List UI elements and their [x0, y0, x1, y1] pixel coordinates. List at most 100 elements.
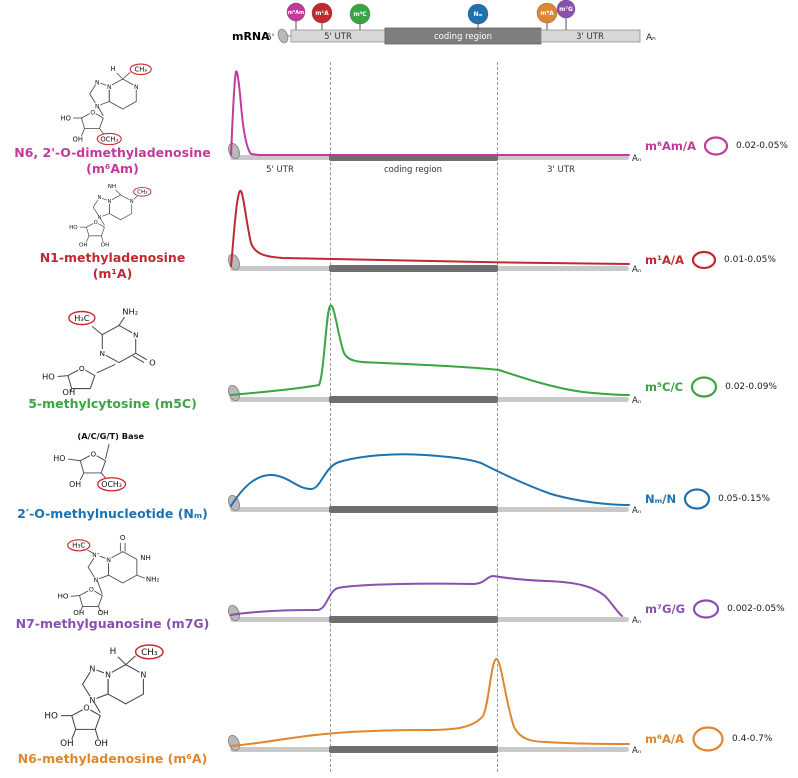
ratio-value: 0.4-0.7%: [732, 734, 773, 744]
svg-text:NH₂: NH₂: [122, 306, 138, 316]
svg-text:N: N: [100, 349, 106, 358]
svg-text:O: O: [79, 364, 85, 373]
svg-text:H: H: [109, 647, 116, 657]
abundance-panel-m7g: m⁷G/G 0.002-0.05%: [645, 595, 798, 623]
distribution-curve-m1a: [230, 189, 630, 267]
axis-utr3-label: 3' UTR: [547, 165, 575, 175]
row-m5c: NH₂ H₃C N N O O HO OH 5-methylcytosine (…: [0, 285, 798, 415]
poly-a-label: Aₙ: [632, 154, 641, 164]
svg-text:H₃C: H₃C: [72, 540, 85, 549]
row-m7g: O H₃C N⁺ N N NH NH₂ O HO OH OH N7-m: [0, 525, 798, 635]
svg-text:OCH₃: OCH₃: [101, 480, 122, 489]
svg-text:OH: OH: [94, 739, 108, 749]
svg-text:NH₂: NH₂: [146, 574, 160, 583]
row-m6am: H CH₃ N N N N O HO OH OCH₃ N6, 2'-O-dime…: [0, 60, 798, 180]
svg-text:HO: HO: [60, 114, 70, 122]
chemical-structure-m7g: O H₃C N⁺ N N NH NH₂ O HO OH OH: [58, 533, 160, 616]
svg-text:OH: OH: [60, 739, 74, 749]
ratio-value: 0.01-0.05%: [724, 255, 776, 265]
structure-panel-m5c: NH₂ H₃C N N O O HO OH 5-methylcytosine (…: [0, 285, 225, 415]
profile-plot-m5c: Aₙ: [227, 304, 641, 406]
profile-panel-m6am: Aₙ 5' UTR coding region 3' UTR: [225, 60, 645, 180]
chemical-structure-m6am: H CH₃ N N N N O HO OH OCH₃: [60, 62, 152, 145]
svg-text:O: O: [83, 703, 89, 712]
marker-m6a-icon: [536, 2, 558, 24]
marker-m5c-icon: [349, 3, 371, 25]
profile-plot-m7g: Aₙ: [227, 575, 641, 626]
cap-icon: [277, 28, 289, 44]
utr5-segment-label: 5' UTR: [324, 32, 352, 42]
mrna-schematic: mRNA 5' 5' UTR coding region 3' UTR Aₙ m…: [232, 0, 656, 45]
svg-text:OH: OH: [62, 387, 75, 396]
ratio-value: 0.002-0.05%: [727, 604, 785, 614]
ratio-label: m⁵C/C: [645, 380, 684, 394]
svg-text:(A/C/G/T) Base: (A/C/G/T) Base: [77, 431, 144, 441]
svg-text:N: N: [108, 199, 112, 205]
marker-nm-label: Nₘ: [473, 11, 482, 18]
abundance-panel-m6a: m⁶A/A 0.4-0.7%: [645, 725, 798, 753]
modification-name: N6-methyladenosine (m⁶A): [17, 750, 208, 766]
svg-text:CH₃: CH₃: [137, 190, 147, 196]
svg-text:N: N: [89, 664, 95, 673]
svg-text:CH₃: CH₃: [141, 648, 158, 658]
svg-text:OH: OH: [73, 608, 84, 616]
modification-name: N6, 2'-O-dimethyladenosine (m⁶Am): [14, 144, 211, 176]
ratio-value: 0.02-0.09%: [725, 382, 777, 392]
svg-text:N: N: [107, 83, 112, 90]
poly-a-label: Aₙ: [632, 746, 641, 756]
cap-icon: [227, 384, 241, 402]
structure-panel-m7g: O H₃C N⁺ N N NH NH₂ O HO OH OH N7-m: [0, 525, 225, 635]
poly-a-label: Aₙ: [632, 396, 641, 406]
ratio-value: 0.05-0.15%: [718, 494, 770, 504]
row-m6a: H CH₃ N N N N O HO OH OH N6-methyladenos…: [0, 635, 798, 770]
svg-text:O: O: [91, 450, 97, 458]
svg-text:N: N: [105, 670, 111, 679]
row-m1a: NH CH₃ N N N N O HO OH OH N1-methyladeno…: [0, 180, 798, 285]
structure-panel-m6am: H CH₃ N N N N O HO OH OCH₃ N6, 2'-O-dime…: [0, 60, 225, 180]
profile-plot-m6am: Aₙ 5' UTR coding region 3' UTR: [227, 70, 641, 175]
svg-text:HO: HO: [53, 454, 65, 463]
svg-text:OH: OH: [72, 135, 82, 143]
coding-end-dotted-line: [497, 62, 498, 772]
svg-text:N: N: [140, 670, 146, 679]
poly-a-label: Aₙ: [632, 506, 641, 516]
distribution-curve-m6a: [230, 657, 630, 747]
axis-utr5-label: 5' UTR: [266, 165, 294, 175]
abundance-panel-m6am: m⁶Am/A 0.02-0.05%: [645, 132, 798, 160]
svg-text:O: O: [89, 586, 94, 593]
cap-icon: [227, 604, 241, 622]
svg-text:N: N: [95, 79, 100, 86]
modification-markers: m⁶Am m¹A m⁵C Nₘ m⁶A m⁷G: [286, 0, 576, 30]
chemical-structure-m6a: H CH₃ N N N N O HO OH OH: [44, 644, 164, 749]
svg-text:N: N: [89, 696, 95, 705]
marker-m1a-icon: [311, 2, 333, 24]
abundance-ellipse-icon: [693, 599, 720, 619]
marker-nm-icon: [467, 3, 489, 25]
ribose-methyl-highlight-ellipse: [96, 132, 122, 145]
distribution-curve-m7g: [230, 575, 623, 617]
coding-region-bar: [329, 396, 498, 403]
svg-text:OCH₃: OCH₃: [100, 135, 118, 143]
svg-text:O: O: [90, 109, 95, 116]
svg-text:N: N: [133, 330, 139, 339]
profile-plot-m6a: Aₙ: [227, 657, 641, 756]
structure-panel-m1a: NH CH₃ N N N N O HO OH OH N1-methyladeno…: [0, 180, 225, 285]
poly-a-label: Aₙ: [632, 616, 641, 626]
svg-text:OH: OH: [69, 480, 81, 489]
methyl-highlight-ellipse: [68, 310, 96, 325]
marker-m7g-label: m⁷G: [559, 6, 573, 13]
poly-a-label: Aₙ: [632, 265, 641, 275]
distribution-curve-nm: [230, 453, 630, 507]
five-prime-label: 5': [266, 33, 274, 43]
abundance-ellipse-icon: [683, 488, 711, 510]
svg-text:O: O: [149, 357, 156, 367]
profile-panel-m7g: Aₙ: [225, 525, 645, 635]
coding-region-bar: [329, 506, 498, 513]
svg-text:OH: OH: [98, 608, 109, 616]
chemical-structure-m5c: NH₂ H₃C N N O O HO OH: [42, 306, 156, 396]
svg-text:N: N: [94, 577, 99, 584]
ratio-label: m⁶Am/A: [645, 139, 697, 153]
svg-text:HO: HO: [69, 225, 78, 231]
profile-panel-m1a: Aₙ: [225, 180, 645, 285]
svg-text:N: N: [98, 195, 102, 201]
